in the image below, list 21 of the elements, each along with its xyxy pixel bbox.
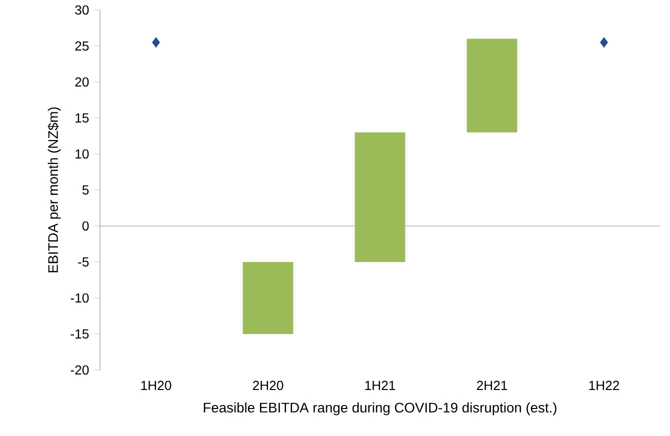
x-tick-label: 1H20 — [141, 380, 172, 390]
y-tick-label: 20 — [75, 77, 89, 87]
bar — [466, 38, 518, 132]
y-tick-label: 0 — [82, 221, 89, 231]
x-axis-title: Feasible EBITDA range during COVID-19 disruption (est.) — [204, 402, 556, 416]
bar — [242, 262, 294, 334]
y-tick-label: -5 — [78, 257, 89, 267]
bar — [354, 132, 406, 262]
y-tick-label: 30 — [75, 5, 89, 15]
y-tick-label: -20 — [70, 365, 89, 375]
x-tick-label: 1H21 — [365, 380, 396, 390]
x-tick-label: 2H21 — [476, 380, 508, 390]
y-tick-label: 5 — [82, 185, 89, 195]
x-tick-label: 2H20 — [252, 380, 284, 390]
y-tick-label: -10 — [70, 293, 89, 303]
y-tick-label: 10 — [76, 149, 89, 159]
y-axis-title: EBITDA per month (NZ$m) — [48, 107, 61, 272]
y-tick-label: 15 — [76, 113, 89, 123]
y-tick-label: 25 — [75, 41, 89, 51]
x-tick-label: 1H22 — [589, 380, 620, 390]
y-tick-label: -15 — [70, 329, 89, 339]
